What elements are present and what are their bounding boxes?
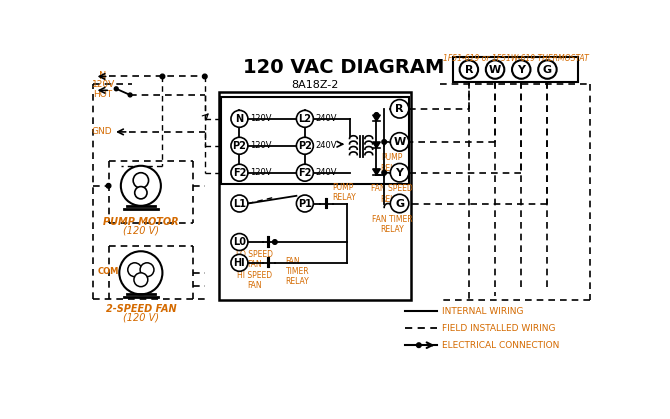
Circle shape — [382, 140, 387, 144]
Circle shape — [128, 263, 141, 277]
Text: FIELD INSTALLED WIRING: FIELD INSTALLED WIRING — [442, 324, 555, 333]
Text: N: N — [235, 114, 243, 124]
Text: COM: COM — [98, 267, 119, 276]
Circle shape — [296, 137, 314, 154]
Circle shape — [231, 233, 248, 251]
Text: F2: F2 — [298, 168, 312, 178]
Text: PUMP
RELAY: PUMP RELAY — [380, 153, 404, 173]
Circle shape — [231, 254, 248, 271]
Text: L0: L0 — [233, 237, 246, 247]
Text: P1: P1 — [298, 199, 312, 209]
Text: GND: GND — [92, 127, 112, 137]
Text: G: G — [395, 199, 404, 209]
Text: R: R — [395, 104, 404, 114]
Circle shape — [296, 110, 314, 127]
Circle shape — [107, 184, 111, 188]
Circle shape — [231, 164, 248, 181]
Text: L0: L0 — [129, 265, 140, 274]
Circle shape — [538, 60, 557, 79]
Circle shape — [133, 173, 149, 188]
Bar — [221, 97, 409, 184]
Text: W: W — [489, 65, 501, 75]
Text: N: N — [98, 71, 106, 81]
Text: P2: P2 — [298, 141, 312, 151]
Circle shape — [512, 60, 531, 79]
Circle shape — [382, 171, 387, 175]
Text: FAN TIMER
RELAY: FAN TIMER RELAY — [372, 215, 412, 235]
Text: LO SPEED
FAN: LO SPEED FAN — [237, 250, 273, 269]
Polygon shape — [373, 142, 381, 148]
Text: L2: L2 — [298, 114, 312, 124]
Text: PUMP MOTOR: PUMP MOTOR — [103, 217, 179, 227]
Text: W: W — [393, 137, 406, 147]
Text: Y: Y — [395, 168, 403, 178]
Circle shape — [121, 166, 161, 206]
Text: HI: HI — [142, 265, 151, 274]
Circle shape — [417, 343, 421, 347]
Polygon shape — [373, 115, 381, 121]
Text: HOT: HOT — [93, 90, 112, 98]
Circle shape — [296, 195, 314, 212]
Circle shape — [486, 60, 505, 79]
Text: 240V: 240V — [316, 168, 337, 177]
Text: (120 V): (120 V) — [123, 225, 159, 235]
Circle shape — [460, 60, 478, 79]
Text: Y: Y — [517, 65, 525, 75]
Circle shape — [202, 74, 207, 79]
Text: L1: L1 — [233, 199, 246, 209]
Circle shape — [391, 100, 409, 118]
Circle shape — [115, 87, 118, 91]
Text: 8A18Z-2: 8A18Z-2 — [291, 80, 338, 90]
Text: G: G — [543, 65, 552, 75]
Circle shape — [140, 263, 154, 277]
Text: 120 VAC DIAGRAM: 120 VAC DIAGRAM — [243, 58, 444, 77]
Circle shape — [231, 110, 248, 127]
Text: 120V: 120V — [92, 80, 115, 89]
Circle shape — [160, 74, 165, 79]
Text: 120V: 120V — [250, 168, 272, 177]
Text: R: R — [464, 65, 473, 75]
Circle shape — [134, 273, 148, 287]
Circle shape — [391, 133, 409, 151]
Text: HI: HI — [234, 258, 245, 268]
Text: FAN SPEED
RELAY: FAN SPEED RELAY — [371, 184, 413, 204]
Circle shape — [128, 93, 132, 97]
Circle shape — [231, 137, 248, 154]
Circle shape — [231, 195, 248, 212]
Polygon shape — [373, 169, 381, 175]
Circle shape — [273, 240, 277, 244]
Text: P2: P2 — [232, 141, 247, 151]
Bar — [218, 92, 411, 300]
Text: ELECTRICAL CONNECTION: ELECTRICAL CONNECTION — [442, 341, 559, 350]
Text: HI SPEED
FAN: HI SPEED FAN — [237, 271, 273, 290]
Text: 120V: 120V — [250, 141, 272, 150]
Circle shape — [374, 113, 379, 117]
Circle shape — [135, 186, 147, 199]
Circle shape — [391, 163, 409, 182]
Text: 2-SPEED FAN: 2-SPEED FAN — [106, 304, 176, 313]
Text: 1F51-619 or 1F51W-619 THERMOSTAT: 1F51-619 or 1F51W-619 THERMOSTAT — [443, 54, 589, 63]
Text: PUMP
RELAY: PUMP RELAY — [332, 183, 356, 202]
Text: F2: F2 — [232, 168, 246, 178]
Bar — [454, 57, 578, 82]
Text: 240V: 240V — [316, 141, 337, 150]
Text: (120 V): (120 V) — [123, 312, 159, 322]
Text: FAN
TIMER
RELAY: FAN TIMER RELAY — [285, 257, 310, 287]
Text: 120V: 120V — [250, 114, 272, 123]
Circle shape — [119, 251, 162, 295]
Circle shape — [391, 194, 409, 213]
Text: INTERNAL WIRING: INTERNAL WIRING — [442, 307, 523, 316]
Text: 240V: 240V — [316, 114, 337, 123]
Circle shape — [296, 164, 314, 181]
